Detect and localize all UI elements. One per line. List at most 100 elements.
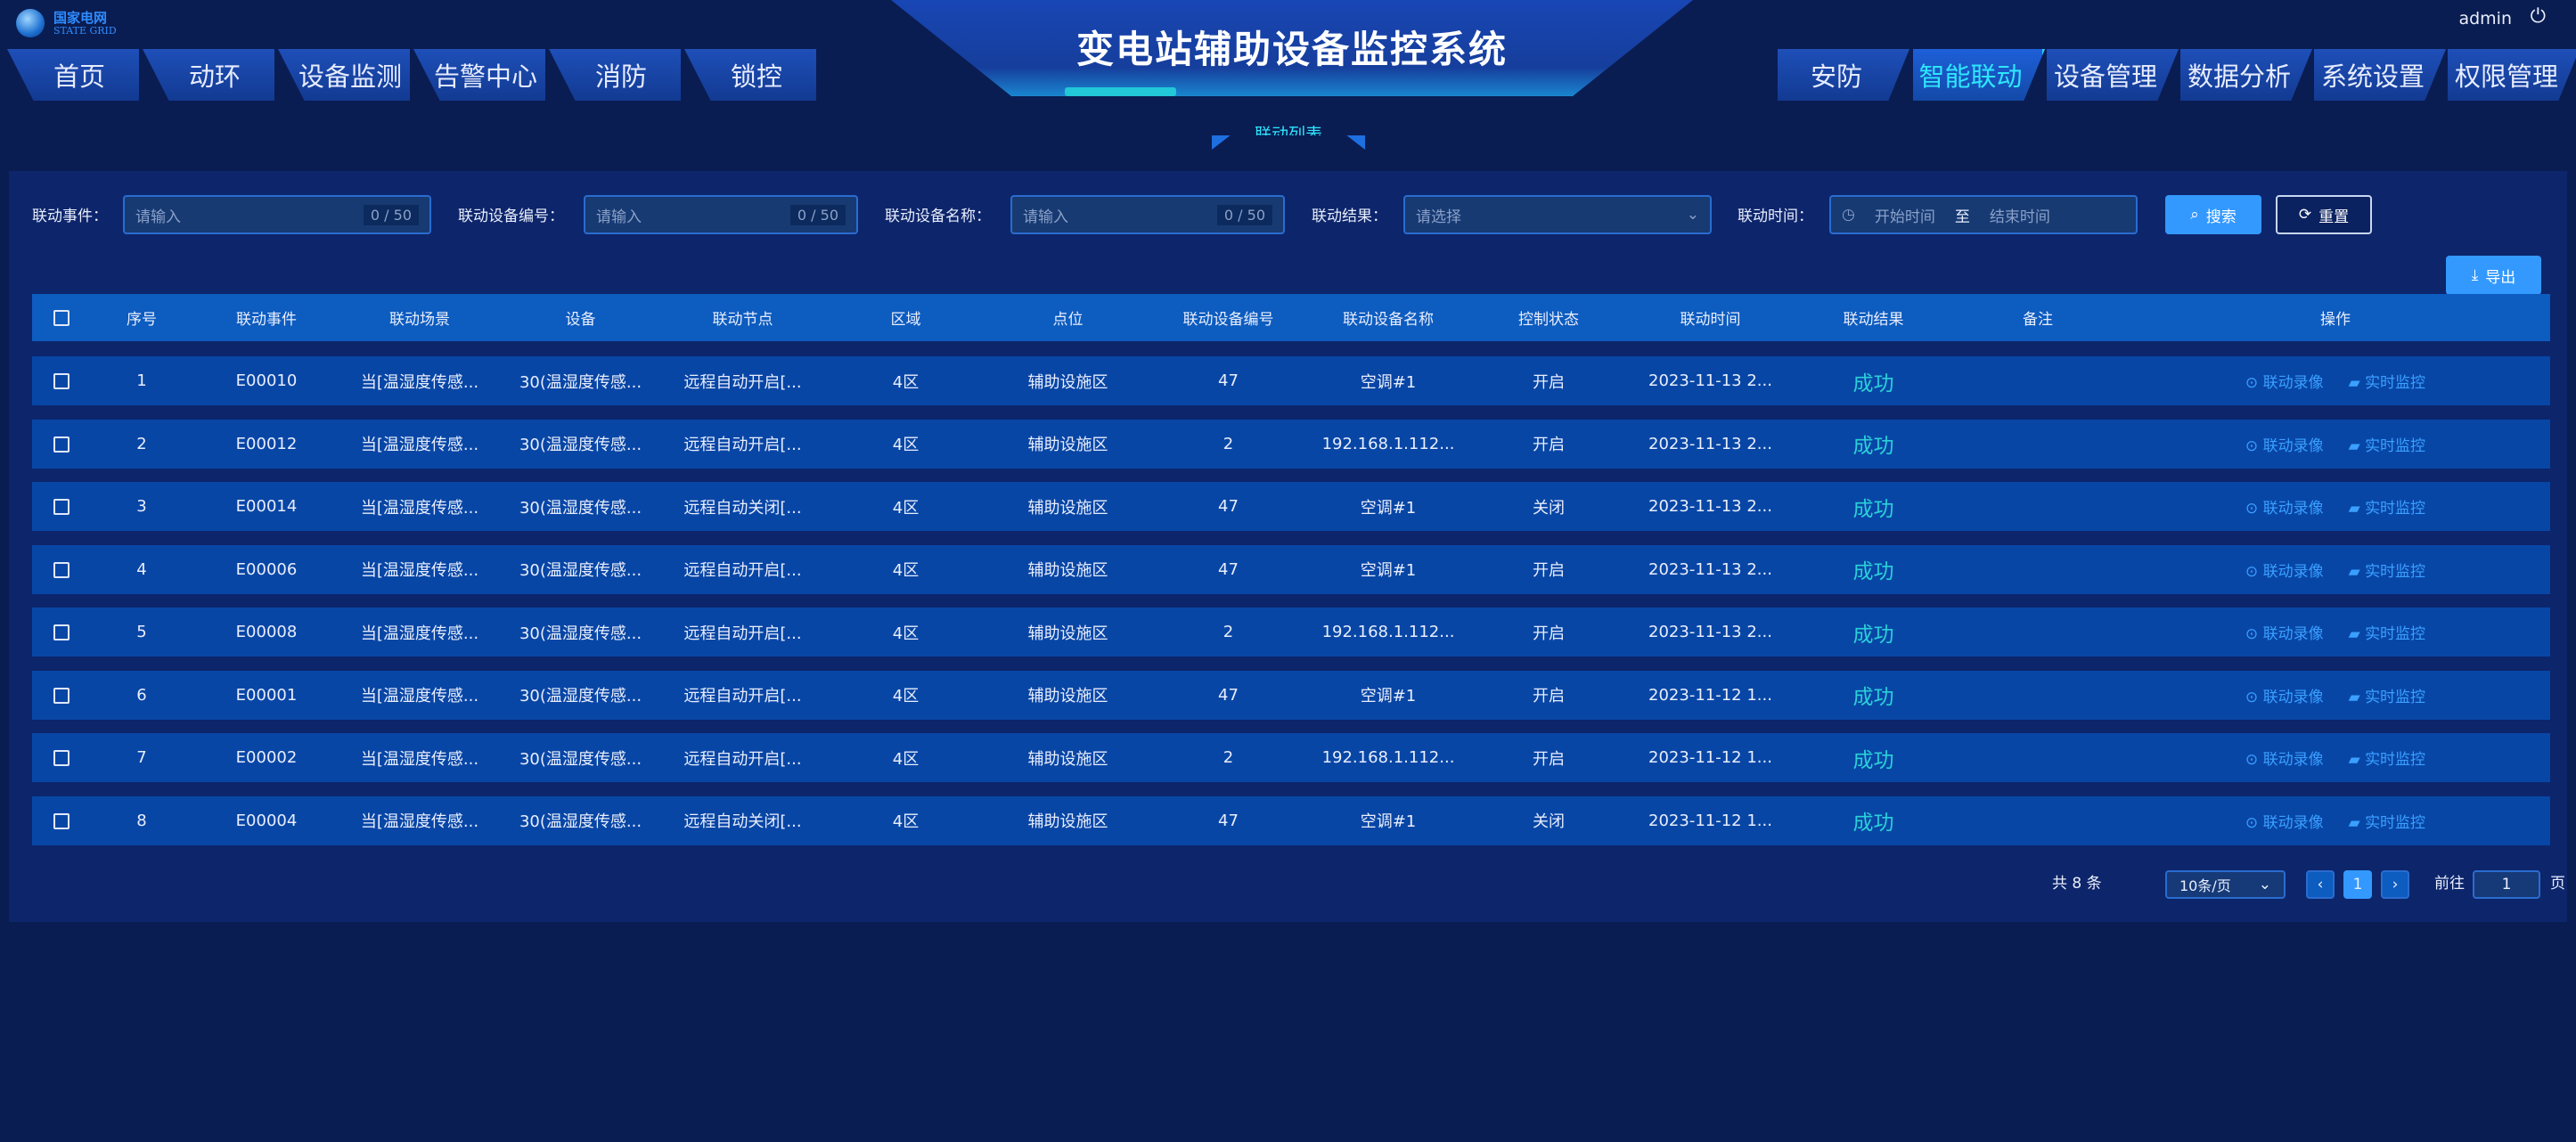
column-header: 联动设备编号 — [1182, 311, 1274, 329]
camera-icon: ▰ — [2348, 374, 2366, 392]
table-cell: 2 — [1223, 748, 1234, 767]
total-count: 共 8 条 — [2052, 875, 2102, 893]
column-header: 联动结果 — [1843, 311, 1904, 329]
table-cell: 辅助设施区 — [1027, 561, 1108, 580]
reset-button[interactable]: ⟳ 重置 — [2276, 195, 2372, 234]
table-cell: 成功 — [1852, 435, 1894, 458]
table-cell: 当[温湿度传感... — [360, 436, 479, 454]
search-button[interactable]: ⌕ 搜索 — [2165, 195, 2261, 234]
nav-tab[interactable]: 安防 — [1778, 49, 1910, 101]
table-cell: 辅助设施区 — [1027, 687, 1108, 706]
play-circle-icon: ⊙ — [2245, 813, 2263, 832]
table-cell: 2023-11-13 2... — [1648, 434, 1772, 453]
row-checkbox[interactable] — [53, 499, 70, 515]
nav-tab[interactable]: 系统设置 — [2314, 49, 2446, 101]
table-cell: 远程自动开启[... — [683, 749, 802, 769]
linkage-video-link[interactable]: ⊙ 联动录像 — [2245, 500, 2324, 518]
device-no-input[interactable]: 请输入 0 / 50 — [584, 195, 858, 234]
live-monitor-link[interactable]: ▰ 实时监控 — [2348, 562, 2426, 581]
table-cell: E00014 — [235, 497, 298, 516]
linkage-video-link[interactable]: ⊙ 联动录像 — [2245, 562, 2324, 581]
table-cell: 4区 — [892, 812, 920, 831]
column-header: 联动节点 — [712, 311, 773, 329]
nav-tab[interactable]: 权限管理 — [2448, 49, 2576, 101]
device-name-input[interactable]: 请输入 0 / 50 — [1010, 195, 1285, 234]
tab-linkage-list[interactable]: 联动列表 — [1212, 121, 1365, 150]
table-cell: 6 — [136, 685, 147, 705]
table-cell: 7 — [136, 748, 147, 767]
table-cell: 2 — [136, 434, 147, 453]
table-cell: 远程自动开启[... — [683, 372, 802, 392]
camera-icon: ▰ — [2348, 751, 2366, 769]
linkage-video-link[interactable]: ⊙ 联动录像 — [2245, 751, 2324, 769]
nav-tab[interactable]: 设备监测 — [278, 49, 410, 101]
table-cell: 空调#1 — [1360, 687, 1417, 706]
refresh-icon: ⟳ — [2298, 206, 2312, 224]
table-cell: E00006 — [235, 559, 298, 579]
row-checkbox[interactable] — [53, 812, 70, 829]
goto-page-input[interactable]: 1 — [2473, 870, 2540, 899]
prev-page-button[interactable]: ‹ — [2306, 870, 2335, 899]
result-select[interactable]: 请选择 ⌄ — [1403, 195, 1712, 234]
column-header: 设备 — [565, 311, 596, 329]
time-range-picker[interactable]: ◷ 开始时间至结束时间 — [1829, 195, 2138, 234]
table-cell: 5 — [136, 623, 147, 641]
live-monitor-link[interactable]: ▰ 实时监控 — [2348, 436, 2426, 455]
table-cell: 47 — [1218, 811, 1239, 830]
table-cell: 空调#1 — [1360, 498, 1417, 518]
nav-tab[interactable]: 动环 — [143, 49, 274, 101]
nav-tab[interactable]: 智能联动 — [1913, 49, 2045, 101]
live-monitor-link[interactable]: ▰ 实时监控 — [2348, 625, 2426, 643]
linkage-video-link[interactable]: ⊙ 联动录像 — [2245, 625, 2324, 643]
select-all-checkbox[interactable] — [53, 309, 70, 326]
table-cell: 辅助设施区 — [1027, 624, 1108, 643]
page-1-button[interactable]: 1 — [2343, 870, 2372, 899]
table-cell: 2023-11-13 2... — [1648, 623, 1772, 641]
chevron-left-icon: ‹ — [2317, 876, 2324, 893]
column-header: 备注 — [2023, 311, 2053, 329]
nav-tab[interactable]: 首页 — [7, 49, 139, 101]
nav-tab[interactable]: 锁控 — [684, 49, 816, 101]
live-monitor-link[interactable]: ▰ 实时监控 — [2348, 374, 2426, 392]
table-cell: 192.168.1.112... — [1321, 434, 1455, 453]
table-cell: 开启 — [1533, 436, 1565, 454]
table-cell: 2 — [1223, 623, 1234, 641]
linkage-video-link[interactable]: ⊙ 联动录像 — [2245, 813, 2324, 832]
row-checkbox[interactable] — [53, 436, 70, 453]
next-page-button[interactable]: › — [2381, 870, 2409, 899]
export-button[interactable]: ⤓ 导出 — [2446, 256, 2541, 295]
linkage-video-link[interactable]: ⊙ 联动录像 — [2245, 374, 2324, 392]
camera-icon: ▰ — [2348, 625, 2366, 643]
table-cell: 2 — [1223, 434, 1234, 453]
table-cell: E00002 — [235, 748, 298, 767]
row-checkbox[interactable] — [53, 624, 70, 640]
table-cell: 4区 — [892, 436, 920, 454]
row-checkbox[interactable] — [53, 687, 70, 704]
table-cell: 30(温湿度传感... — [519, 498, 642, 518]
play-circle-icon: ⊙ — [2245, 374, 2263, 392]
nav-tab[interactable]: 消防 — [549, 49, 681, 101]
nav-tab[interactable]: 设备管理 — [2047, 49, 2179, 101]
filter-device-name-label: 联动设备名称： — [885, 208, 991, 225]
power-icon[interactable]: ⏻ — [2530, 5, 2546, 28]
live-monitor-link[interactable]: ▰ 实时监控 — [2348, 688, 2426, 706]
row-checkbox[interactable] — [53, 561, 70, 578]
table-cell: 空调#1 — [1360, 561, 1417, 580]
page-size-select[interactable]: 10条/页 ⌄ — [2165, 870, 2286, 899]
linkage-video-link[interactable]: ⊙ 联动录像 — [2245, 436, 2324, 455]
live-monitor-link[interactable]: ▰ 实时监控 — [2348, 751, 2426, 769]
event-input[interactable]: 请输入 0 / 50 — [123, 195, 431, 234]
linkage-video-link[interactable]: ⊙ 联动录像 — [2245, 688, 2324, 706]
clock-icon: ◷ — [1842, 206, 1855, 224]
live-monitor-link[interactable]: ▰ 实时监控 — [2348, 813, 2426, 832]
table-cell: 成功 — [1852, 623, 1894, 647]
row-checkbox[interactable] — [53, 750, 70, 766]
nav-tab[interactable]: 告警中心 — [413, 49, 545, 101]
download-icon: ⤓ — [2471, 266, 2479, 284]
row-checkbox[interactable] — [53, 373, 70, 389]
nav-tab[interactable]: 数据分析 — [2180, 49, 2312, 101]
live-monitor-link[interactable]: ▰ 实时监控 — [2348, 500, 2426, 518]
camera-icon: ▰ — [2348, 562, 2366, 581]
table-row: 4 E00006 当[温湿度传感... 30(温湿度传感... 远程自动开启[... 4区… — [32, 544, 2550, 594]
column-header: 序号 — [127, 311, 157, 329]
